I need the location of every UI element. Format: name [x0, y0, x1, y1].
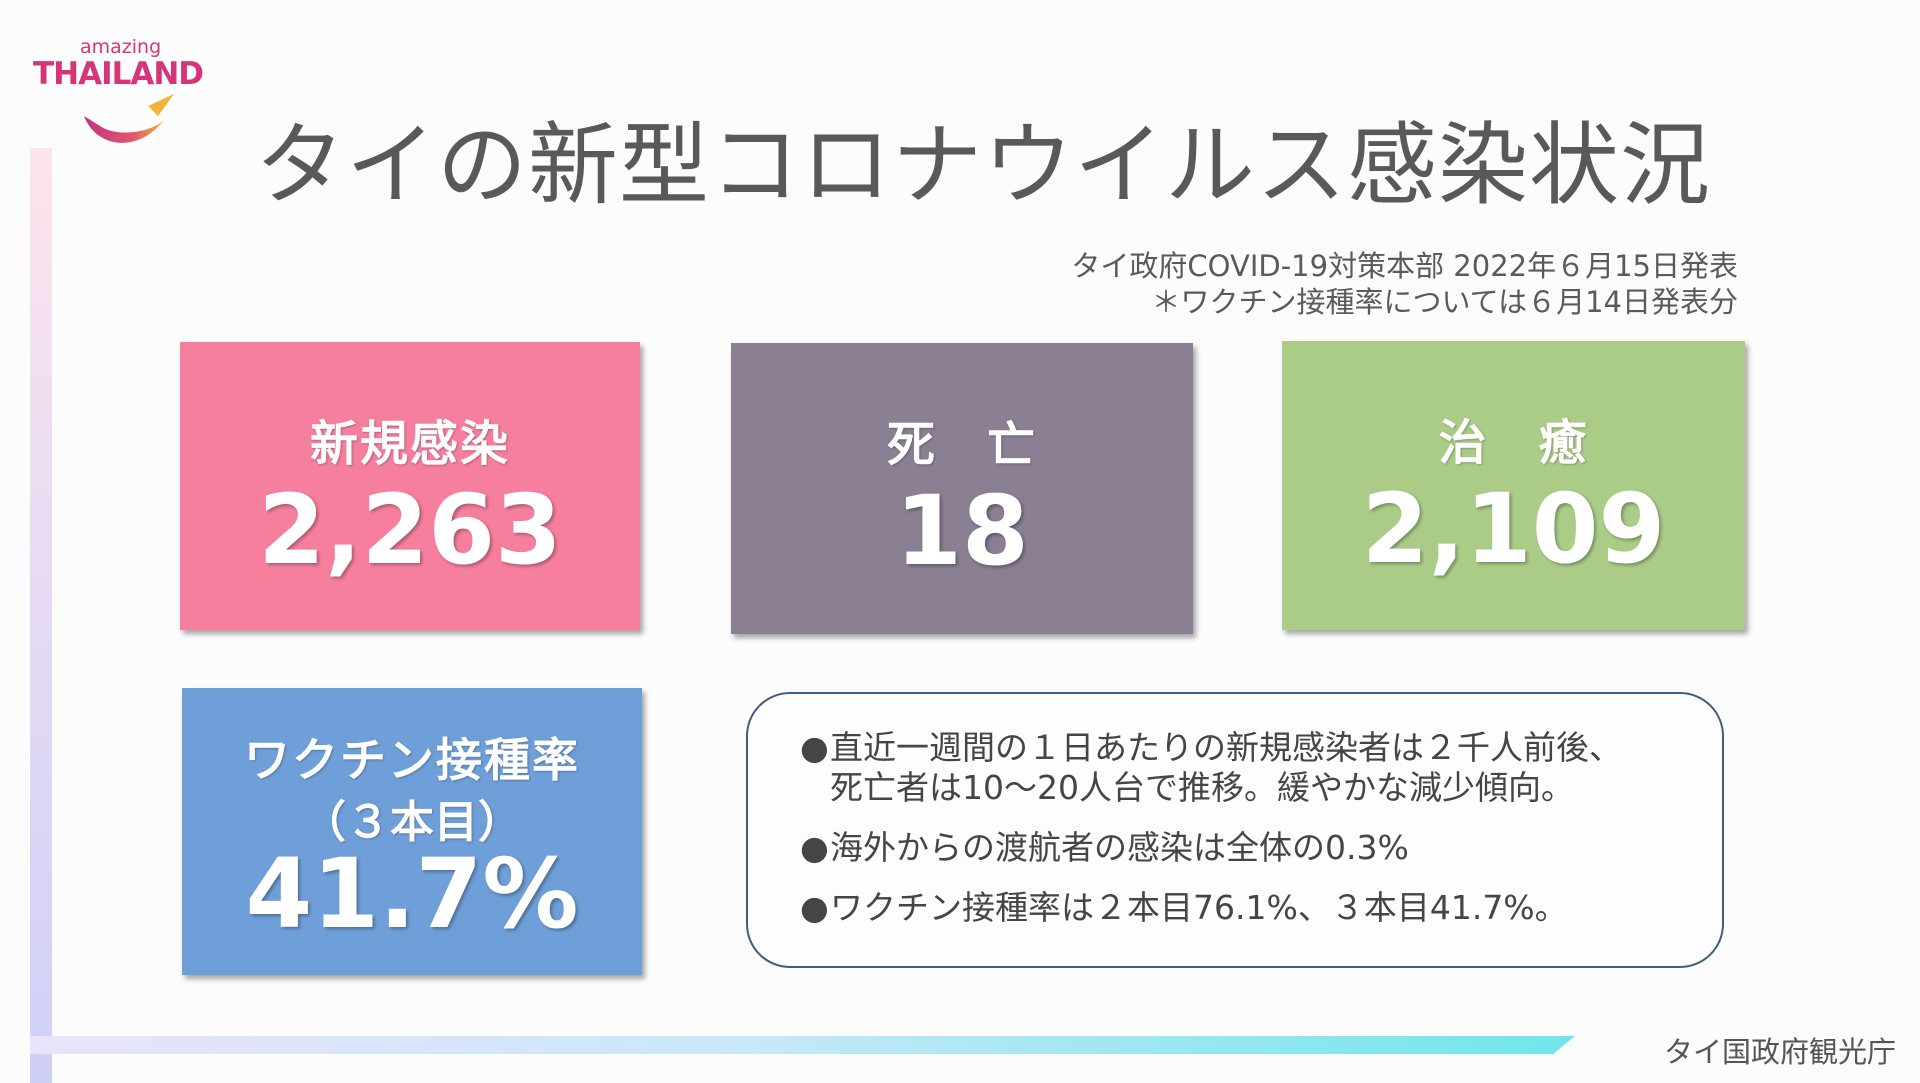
note-text: 海外からの渡航者の感染は全体の0.3% [830, 828, 1409, 867]
amazing-thailand-logo: amazing THAILAND [30, 36, 210, 146]
notes-list: ● 直近一週間の１日あたりの新規感染者は２千人前後、 死亡者は10～20人台で推移… [800, 728, 1622, 948]
bullet-icon: ● [800, 728, 829, 767]
note-text: ワクチン接種率は２本目76.1%、３本目41.7%。 [830, 888, 1568, 927]
vaccination-rate-value: 41.7% [245, 838, 579, 950]
logo-swoosh-icon [84, 94, 174, 143]
bullet-icon: ● [800, 828, 829, 867]
logo-main-text: THAILAND [33, 56, 204, 92]
page-title: タイの新型コロナウイルス感染状況 [255, 113, 1711, 218]
left-decorative-bar [30, 148, 52, 1083]
source-line-2: ＊ワクチン接種率については６月14日発表分 [1151, 285, 1738, 319]
deaths-label: 死 亡 [886, 417, 1037, 473]
source-note: タイ政府COVID-19対策本部 2022年６月15日発表 ＊ワクチン接種率につ… [1071, 248, 1738, 320]
deaths-value: 18 [895, 475, 1029, 587]
recovered-value: 2,109 [1361, 473, 1666, 585]
note-text: 直近一週間の１日あたりの新規感染者は２千人前後、 死亡者は10～20人台で推移。… [830, 728, 1622, 807]
list-item: ● 直近一週間の１日あたりの新規感染者は２千人前後、 死亡者は10～20人台で推移… [800, 728, 1622, 808]
list-item: ● ワクチン接種率は２本目76.1%、３本目41.7%。 [800, 888, 1622, 928]
new-infections-value: 2,263 [258, 474, 562, 586]
source-line-1: タイ政府COVID-19対策本部 2022年６月15日発表 [1071, 249, 1738, 283]
vaccination-rate-label: ワクチン接種率 [244, 733, 580, 787]
vaccination-dose-label: （３本目） [302, 797, 522, 848]
vaccination-rate-card: ワクチン接種率 （３本目） 41.7% [182, 688, 642, 975]
bottom-decorative-bar [30, 1036, 1575, 1054]
list-item: ● 海外からの渡航者の感染は全体の0.3% [800, 828, 1622, 868]
new-infections-label: 新規感染 [309, 416, 510, 472]
footer-organization: タイ国政府観光庁 [1663, 1035, 1896, 1069]
bullet-icon: ● [800, 888, 829, 927]
recovered-card: 治 癒 2,109 [1282, 341, 1745, 630]
logo-top-text: amazing [80, 36, 162, 58]
new-infections-card: 新規感染 2,263 [180, 342, 640, 630]
recovered-label: 治 癒 [1438, 415, 1589, 471]
notes-box: ● 直近一週間の１日あたりの新規感染者は２千人前後、 死亡者は10～20人台で推移… [746, 692, 1724, 968]
deaths-card: 死 亡 18 [731, 343, 1193, 634]
